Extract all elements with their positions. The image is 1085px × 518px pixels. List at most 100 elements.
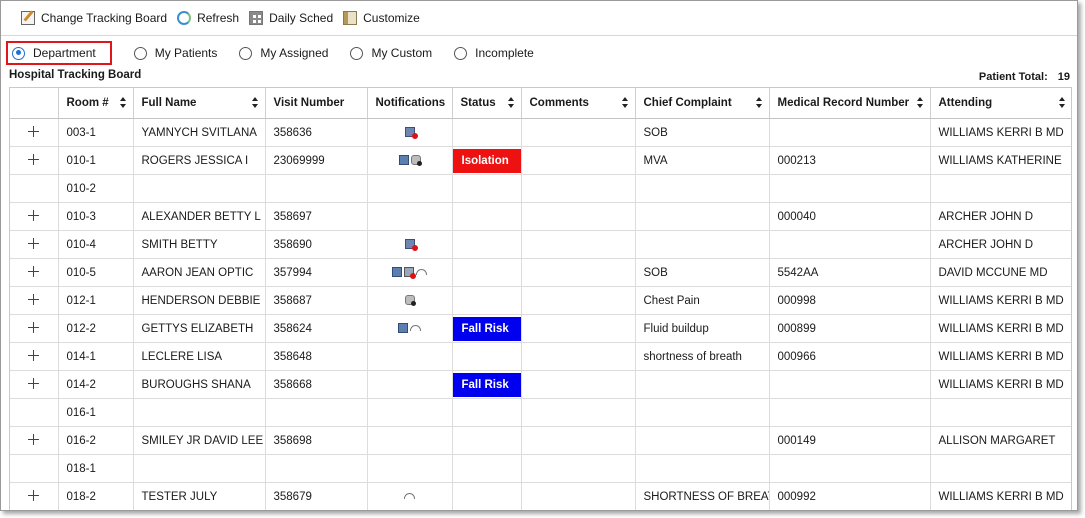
check-icon[interactable] (410, 155, 422, 167)
mrn-cell[interactable]: 000966 (769, 342, 931, 371)
mrn-cell[interactable]: 000213 (769, 146, 931, 175)
notifications-cell[interactable] (367, 342, 453, 371)
full-name-cell[interactable]: ROGERS JESSICA I (133, 146, 266, 175)
gauge-icon[interactable] (410, 325, 421, 332)
expand-cell[interactable] (10, 342, 59, 371)
mrn-cell[interactable]: 000992 (769, 482, 931, 510)
expand-plus-icon[interactable] (28, 265, 40, 277)
question-icon[interactable] (392, 267, 402, 278)
mrn-cell[interactable] (769, 174, 931, 203)
room-cell[interactable]: 012-2 (58, 314, 134, 343)
full-name-cell[interactable]: BUROUGHS SHANA (133, 370, 266, 399)
table-row[interactable]: 012-1 HENDERSON DEBBIE 358687 Chest Pain 000… (10, 286, 1071, 315)
radio-button[interactable] (350, 46, 364, 60)
mrn-cell[interactable] (769, 118, 931, 147)
question-icon[interactable] (398, 155, 409, 166)
expand-cell[interactable] (10, 426, 59, 455)
expand-cell[interactable] (10, 482, 59, 510)
visit-number-cell[interactable]: 358698 (265, 426, 368, 455)
notifications-cell[interactable] (367, 174, 453, 203)
expand-cell[interactable] (10, 118, 59, 147)
check-icon[interactable] (404, 295, 416, 307)
notifications-cell[interactable] (367, 202, 453, 231)
visit-number-cell[interactable]: 358636 (265, 118, 368, 147)
chief-complaint-cell[interactable]: SOB (635, 118, 770, 147)
room-cell[interactable]: 016-1 (58, 398, 134, 427)
flag-icon[interactable] (404, 267, 416, 280)
notifications-cell[interactable] (367, 370, 453, 399)
table-row[interactable]: 016-2 SMILEY JR DAVID LEE 358698 000149 ALLI… (10, 426, 1071, 455)
comments-cell[interactable] (521, 426, 636, 455)
full-name-cell[interactable] (133, 398, 266, 427)
attending-cell[interactable]: ALLISON MARGARET (930, 426, 1071, 455)
expand-plus-icon[interactable] (28, 349, 40, 361)
chief-complaint-cell[interactable]: MVA (635, 146, 770, 175)
chief-complaint-cell[interactable] (635, 426, 770, 455)
expand-cell[interactable] (10, 230, 59, 259)
customize-button[interactable]: Customize (343, 11, 420, 25)
column-header-chief-complaint[interactable]: Chief Complaint (635, 88, 770, 119)
radio-button[interactable] (133, 46, 147, 60)
full-name-cell[interactable]: YAMNYCH SVITLANA (133, 118, 266, 147)
comments-cell[interactable] (521, 230, 636, 259)
table-row[interactable]: 012-2 GETTYS ELIZABETH 358624 Fall Risk Flui… (10, 314, 1071, 343)
notifications-cell[interactable] (367, 482, 453, 510)
chief-complaint-cell[interactable] (635, 230, 770, 259)
table-row[interactable]: 010-3 ALEXANDER BETTY L 358697 000040 ARCHER… (10, 202, 1071, 231)
daily-sched-button[interactable]: Daily Sched (249, 11, 333, 25)
visit-number-cell[interactable]: 357994 (265, 258, 368, 287)
visit-number-cell[interactable]: 358668 (265, 370, 368, 399)
attending-cell[interactable]: ARCHER JOHN D (930, 202, 1071, 231)
room-cell[interactable]: 010-4 (58, 230, 134, 259)
comments-cell[interactable] (521, 398, 636, 427)
expand-plus-icon[interactable] (28, 209, 40, 221)
visit-number-cell[interactable]: 358690 (265, 230, 368, 259)
mrn-cell[interactable]: 000998 (769, 286, 931, 315)
comments-cell[interactable] (521, 482, 636, 510)
mrn-cell[interactable]: 000040 (769, 202, 931, 231)
full-name-cell[interactable]: TESTER JULY (133, 482, 266, 510)
full-name-cell[interactable]: HENDERSON DEBBIE (133, 286, 266, 315)
status-cell[interactable] (452, 258, 522, 287)
change-tracking-board-button[interactable]: Change Tracking Board (21, 11, 167, 25)
visit-number-cell[interactable] (265, 174, 368, 203)
status-cell[interactable] (452, 482, 522, 510)
expand-cell[interactable] (10, 314, 59, 343)
full-name-cell[interactable]: GETTYS ELIZABETH (133, 314, 266, 343)
chief-complaint-cell[interactable] (635, 174, 770, 203)
status-cell[interactable]: Isolation (452, 146, 522, 175)
column-header-attending[interactable]: Attending (930, 88, 1071, 119)
expand-cell[interactable] (10, 286, 59, 315)
attending-cell[interactable]: WILLIAMS KERRI B MD (930, 370, 1071, 399)
chief-complaint-cell[interactable]: shortness of breath (635, 342, 770, 371)
full-name-cell[interactable]: LECLERE LISA (133, 342, 266, 371)
expand-plus-icon[interactable] (28, 125, 40, 137)
visit-number-cell[interactable] (265, 454, 368, 483)
room-cell[interactable]: 018-2 (58, 482, 134, 510)
mrn-cell[interactable] (769, 230, 931, 259)
status-cell[interactable]: Fall Risk (452, 314, 522, 343)
expand-plus-icon[interactable] (28, 321, 40, 333)
chief-complaint-cell[interactable] (635, 202, 770, 231)
radio-my-patients[interactable]: My Patients (133, 46, 217, 60)
room-cell[interactable]: 016-2 (58, 426, 134, 455)
attending-cell[interactable] (930, 398, 1071, 427)
expand-plus-icon[interactable] (28, 489, 40, 501)
radio-my-assigned[interactable]: My Assigned (239, 46, 328, 60)
column-header-mrn[interactable]: Medical Record Number (769, 88, 931, 119)
column-header-comments[interactable]: Comments (521, 88, 636, 119)
attending-cell[interactable]: DAVID MCCUNE MD (930, 258, 1071, 287)
chief-complaint-cell[interactable] (635, 398, 770, 427)
column-header-full-name[interactable]: Full Name (133, 88, 266, 119)
attending-cell[interactable]: WILLIAMS KERRI B MD (930, 118, 1071, 147)
notifications-cell[interactable] (367, 286, 453, 315)
visit-number-cell[interactable]: 358624 (265, 314, 368, 343)
visit-number-cell[interactable]: 358697 (265, 202, 368, 231)
comments-cell[interactable] (521, 370, 636, 399)
mrn-cell[interactable]: 5542AA (769, 258, 931, 287)
mrn-cell[interactable] (769, 454, 931, 483)
attending-cell[interactable] (930, 454, 1071, 483)
status-cell[interactable] (452, 286, 522, 315)
sort-icon[interactable] (119, 97, 127, 109)
